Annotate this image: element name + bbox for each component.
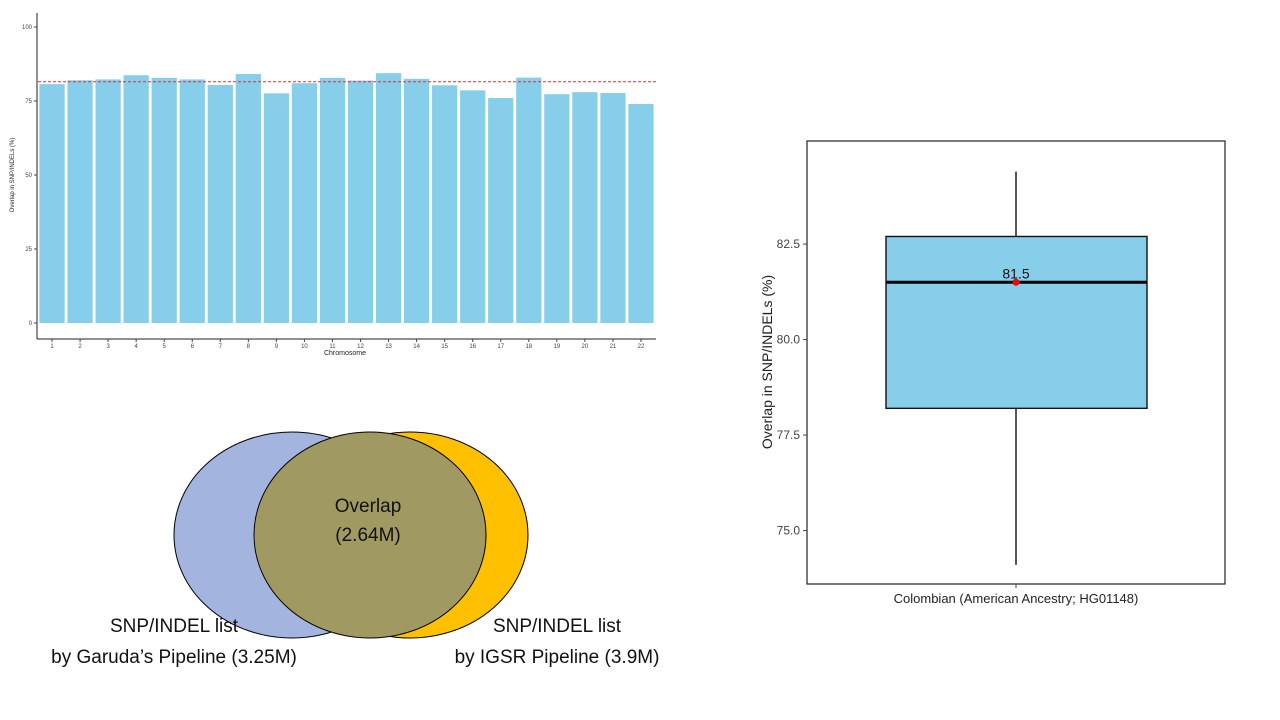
venn-diagram: Overlap (2.64M) SNP/INDEL list by Garuda… — [51, 431, 660, 668]
bar-chromosome-5 — [151, 77, 177, 323]
bar-chromosome-7 — [207, 85, 233, 324]
bar-x-tick-label: 19 — [553, 344, 560, 350]
box-y-tick-label: 77.5 — [777, 428, 801, 442]
bar-y-axis-label: Overlap in SNP/INDELs (%) — [10, 138, 16, 213]
bar-x-tick-label: 13 — [385, 344, 392, 350]
bar-chromosome-14 — [403, 78, 430, 323]
box-plot: 75.0 77.5 80.0 82.5 Colombian (American Anc… — [759, 140, 1226, 606]
bar-x-tick-label: 20 — [582, 344, 589, 350]
bar-series — [38, 73, 656, 324]
bar-x-tick-label: 4 — [134, 344, 138, 350]
bar-chromosome-16 — [460, 90, 486, 324]
bar-chromosome-13 — [375, 73, 402, 324]
bar-chromosome-3 — [95, 79, 121, 323]
venn-overlap-label: Overlap — [335, 496, 402, 517]
bar-x-tick-label: 9 — [275, 344, 279, 350]
bar-y-tick-label: 100 — [22, 25, 33, 31]
venn-right-label-line2: by IGSR Pipeline (3.9M) — [455, 647, 660, 668]
box-y-tick-label: 75.0 — [777, 524, 801, 538]
box-mean-value-label: 81.5 — [1002, 265, 1029, 281]
bar-x-tick-label: 14 — [413, 344, 420, 350]
bar-x-tick-label: 22 — [638, 344, 645, 350]
bar-chromosome-10 — [291, 83, 318, 324]
bar-x-tick-label: 18 — [525, 344, 532, 350]
bar-chromosome-11 — [319, 77, 346, 323]
box-x-tick-label: Colombian (American Ancestry; HG01148) — [894, 591, 1139, 606]
bar-chromosome-22 — [628, 103, 654, 324]
box-y-axis: 75.0 77.5 80.0 82.5 — [777, 237, 1017, 588]
bar-chromosome-6 — [179, 79, 205, 323]
venn-overlap-count: (2.64M) — [335, 525, 400, 546]
bar-x-axis: 1 2 3 4 5 6 7 8 9 10 11 12 13 14 15 16 17 18 19 20 21 22 — [50, 339, 645, 350]
bar-x-tick-label: 7 — [219, 344, 223, 350]
bar-x-tick-label: 17 — [497, 344, 504, 350]
bar-x-tick-label: 12 — [357, 344, 364, 350]
bar-chromosome-15 — [432, 85, 458, 323]
bar-chromosome-4 — [123, 75, 149, 323]
bar-y-tick-label: 75 — [25, 99, 32, 105]
venn-left-label-line1: SNP/INDEL list — [110, 616, 239, 637]
bar-x-tick-label: 21 — [610, 344, 617, 350]
bar-x-tick-label: 10 — [301, 344, 308, 350]
bar-x-tick-label: 3 — [106, 344, 110, 350]
bar-x-tick-label: 15 — [441, 344, 448, 350]
bar-chromosome-1 — [39, 84, 65, 324]
bar-chromosome-18 — [516, 77, 542, 323]
bar-chromosome-17 — [488, 98, 514, 323]
bar-chromosome-2 — [67, 80, 93, 323]
bar-x-tick-label: 6 — [191, 344, 195, 350]
bar-chromosome-8 — [235, 74, 261, 324]
bar-chromosome-20 — [572, 92, 598, 324]
bar-x-tick-label: 5 — [163, 344, 167, 350]
box-series — [885, 171, 1148, 565]
bar-chromosome-9 — [263, 93, 290, 323]
venn-right-label-line1: SNP/INDEL list — [493, 616, 622, 637]
venn-left-label-line2: by Garuda’s Pipeline (3.25M) — [51, 647, 297, 668]
bar-x-tick-label: 11 — [329, 344, 336, 350]
box-y-axis-label: Overlap in SNP/INDELs (%) — [759, 275, 775, 449]
bar-chromosome-21 — [600, 93, 626, 324]
bar-y-axis: 0 25 50 75 100 — [22, 13, 656, 340]
box-y-tick-label: 80.0 — [777, 333, 801, 347]
box-iqr — [885, 235, 1148, 410]
bar-x-axis-label: Chromosome — [324, 350, 366, 357]
bar-chromosome-19 — [544, 94, 570, 323]
venn-overlap-region — [253, 431, 487, 639]
box-y-tick-label: 82.5 — [777, 237, 801, 251]
bar-x-tick-label: 2 — [78, 344, 82, 350]
bar-y-tick-label: 0 — [29, 321, 33, 327]
bar-x-tick-label: 8 — [247, 344, 251, 350]
box-mean-point — [1012, 278, 1020, 286]
bar-y-tick-label: 25 — [25, 247, 32, 253]
bar-y-tick-label: 50 — [25, 173, 32, 179]
bar-chromosome-12 — [347, 80, 374, 324]
bar-x-tick-label: 16 — [469, 344, 476, 350]
bar-x-tick-label: 1 — [50, 344, 54, 350]
